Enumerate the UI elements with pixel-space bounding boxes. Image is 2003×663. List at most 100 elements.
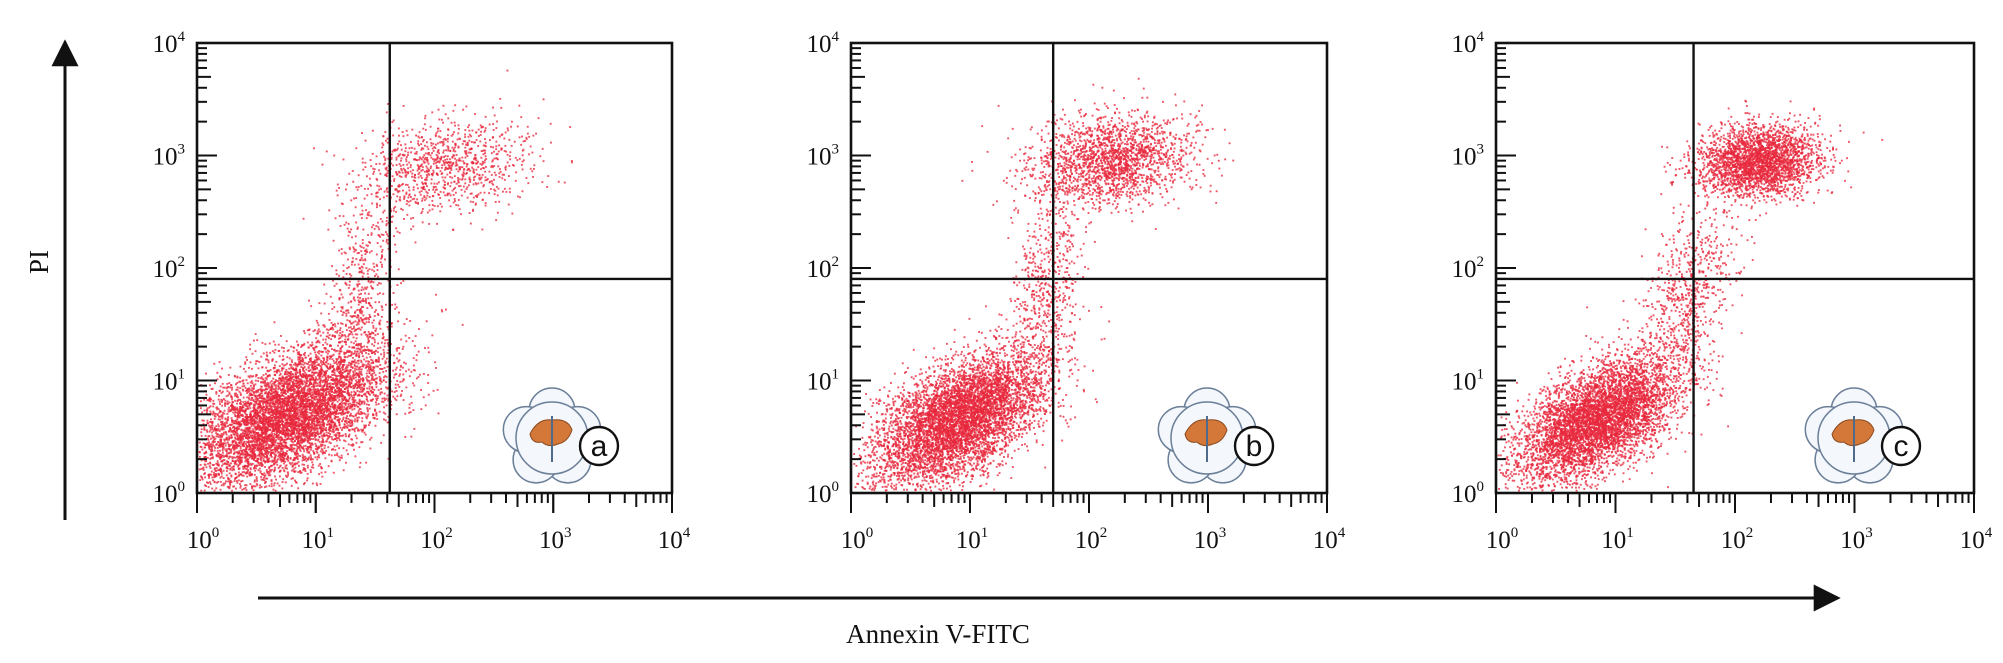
data-point — [338, 392, 340, 394]
data-point — [268, 342, 271, 345]
data-point — [217, 428, 220, 430]
data-point — [264, 435, 267, 438]
data-point — [382, 371, 385, 373]
data-point — [353, 361, 356, 363]
data-point — [314, 417, 317, 420]
data-point — [344, 391, 347, 393]
data-point — [279, 387, 282, 390]
data-point — [258, 441, 261, 444]
data-point — [228, 393, 231, 395]
data-point — [341, 314, 344, 316]
data-point — [402, 399, 405, 401]
data-point — [342, 399, 345, 401]
data-point — [284, 465, 287, 468]
data-point — [381, 309, 384, 311]
data-point — [335, 377, 338, 380]
data-point — [333, 417, 336, 420]
data-point — [253, 385, 255, 388]
data-point — [272, 413, 274, 415]
data-point — [216, 408, 219, 411]
data-point — [374, 359, 377, 362]
data-point — [243, 367, 245, 370]
data-point — [265, 358, 267, 361]
data-point — [311, 341, 314, 344]
data-point — [241, 385, 244, 388]
data-point — [208, 481, 211, 483]
data-point — [405, 340, 408, 343]
data-point — [253, 466, 256, 469]
data-point — [260, 376, 263, 379]
data-point — [337, 395, 339, 397]
data-point — [255, 422, 258, 425]
data-point — [275, 461, 278, 463]
data-point — [211, 452, 213, 455]
data-point — [348, 385, 351, 388]
data-point — [293, 346, 296, 349]
data-point — [299, 401, 302, 404]
data-point — [316, 393, 319, 395]
data-point — [222, 424, 225, 427]
data-point — [209, 453, 212, 456]
data-point — [287, 472, 290, 475]
data-point — [368, 385, 371, 388]
data-point — [368, 380, 371, 383]
data-point — [380, 387, 383, 390]
data-point — [260, 355, 263, 358]
data-point — [234, 408, 237, 411]
data-point — [246, 465, 248, 467]
data-point — [375, 383, 378, 386]
data-point — [272, 449, 274, 451]
data-point — [273, 383, 276, 385]
data-point — [332, 421, 334, 424]
data-point — [290, 345, 292, 348]
data-point — [286, 391, 289, 394]
data-point — [210, 470, 213, 473]
data-point — [260, 476, 263, 478]
data-point — [295, 432, 298, 435]
data-point — [292, 413, 295, 416]
data-point — [311, 376, 314, 379]
data-point — [271, 435, 274, 438]
data-point — [361, 363, 364, 366]
data-point — [262, 453, 265, 456]
data-point — [313, 422, 316, 425]
data-point — [320, 443, 322, 446]
data-point — [234, 422, 237, 425]
data-point — [217, 452, 219, 455]
data-point — [333, 368, 335, 371]
data-point — [298, 464, 300, 467]
data-point — [199, 479, 202, 481]
data-point — [361, 417, 364, 420]
data-point — [308, 450, 311, 453]
data-point — [249, 447, 252, 450]
data-point — [248, 448, 250, 451]
data-point — [345, 375, 347, 378]
data-point — [241, 433, 243, 436]
data-point — [324, 428, 326, 431]
data-point — [261, 366, 264, 369]
data-point — [254, 362, 257, 365]
data-point — [265, 351, 268, 354]
data-point — [234, 410, 237, 413]
data-point — [295, 370, 298, 372]
data-point — [274, 349, 277, 351]
data-point — [316, 458, 319, 461]
data-point — [318, 350, 321, 352]
data-point — [329, 397, 332, 400]
data-point — [258, 420, 261, 422]
data-point — [334, 424, 336, 426]
data-point — [222, 469, 225, 472]
data-point — [376, 351, 379, 354]
data-point — [233, 451, 236, 454]
data-point — [312, 369, 315, 371]
data-point — [349, 425, 351, 427]
data-point — [234, 406, 237, 409]
data-point — [293, 390, 295, 393]
data-point — [203, 484, 206, 487]
data-point — [392, 395, 395, 398]
data-point — [249, 445, 252, 448]
data-point — [208, 424, 211, 427]
data-point — [352, 370, 355, 373]
data-point — [257, 432, 259, 435]
data-point — [312, 411, 315, 414]
